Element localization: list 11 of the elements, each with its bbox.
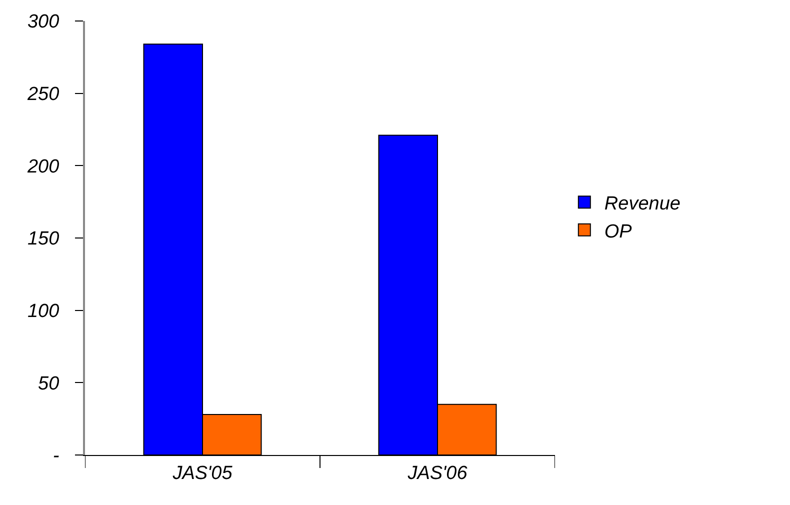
y-tick-label: 100 (27, 300, 60, 322)
legend-label: OP (604, 221, 632, 242)
y-tick-label: 150 (27, 228, 60, 250)
legend-label: Revenue (604, 194, 680, 215)
y-tick-label: - (52, 446, 60, 467)
x-tick-label: JAS'06 (406, 462, 468, 484)
y-tick-label: 50 (38, 373, 60, 394)
x-tick-label: JAS'05 (172, 462, 233, 484)
y-tick-label: 250 (26, 84, 60, 105)
y-tick-label: 200 (26, 156, 60, 178)
y-tick-label: 300 (27, 12, 60, 33)
